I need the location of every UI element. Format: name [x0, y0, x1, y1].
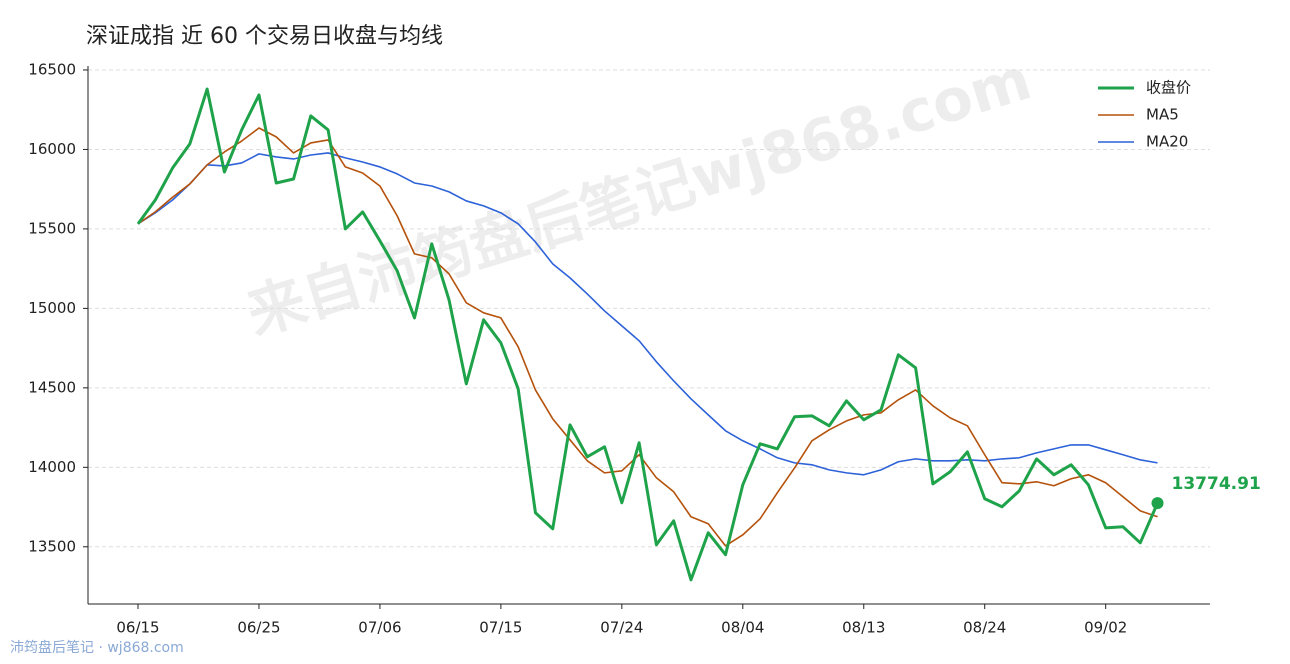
y-tick-label: 13500	[28, 537, 76, 555]
y-tick-label: 16500	[28, 60, 76, 78]
x-tick-label: 08/13	[842, 619, 885, 637]
watermark: 来自沛筠盘后笔记wj868.com	[239, 45, 1038, 348]
y-tick-label: 14000	[28, 458, 76, 476]
x-tick-label: 07/24	[600, 619, 643, 637]
y-tick-label: 15000	[28, 299, 76, 317]
footer: 沛筠盘后笔记 · wj868.com	[10, 639, 184, 656]
x-tick-label: 06/25	[237, 619, 280, 637]
end-point	[1151, 497, 1164, 510]
series-line	[137, 127, 1158, 547]
x-tick-label: 07/06	[358, 619, 401, 637]
x-tick-label: 08/24	[963, 619, 1006, 637]
x-tick-label: 09/02	[1084, 619, 1127, 637]
y-tick-label: 16000	[28, 140, 76, 158]
x-tick-label: 08/04	[721, 619, 764, 637]
legend-label: MA20	[1146, 133, 1188, 151]
legend-label: MA5	[1146, 106, 1179, 124]
y-tick-label: 15500	[28, 219, 76, 237]
x-tick-label: 06/15	[116, 619, 159, 637]
y-tick-label: 14500	[28, 378, 76, 396]
series-line	[136, 87, 1159, 582]
end-label: 13774.91	[1172, 474, 1261, 494]
x-tick-label: 07/15	[479, 619, 522, 637]
legend-label: 收盘价	[1146, 79, 1191, 97]
chart-title: 深证成指 近 60 个交易日收盘与均线	[86, 24, 443, 49]
